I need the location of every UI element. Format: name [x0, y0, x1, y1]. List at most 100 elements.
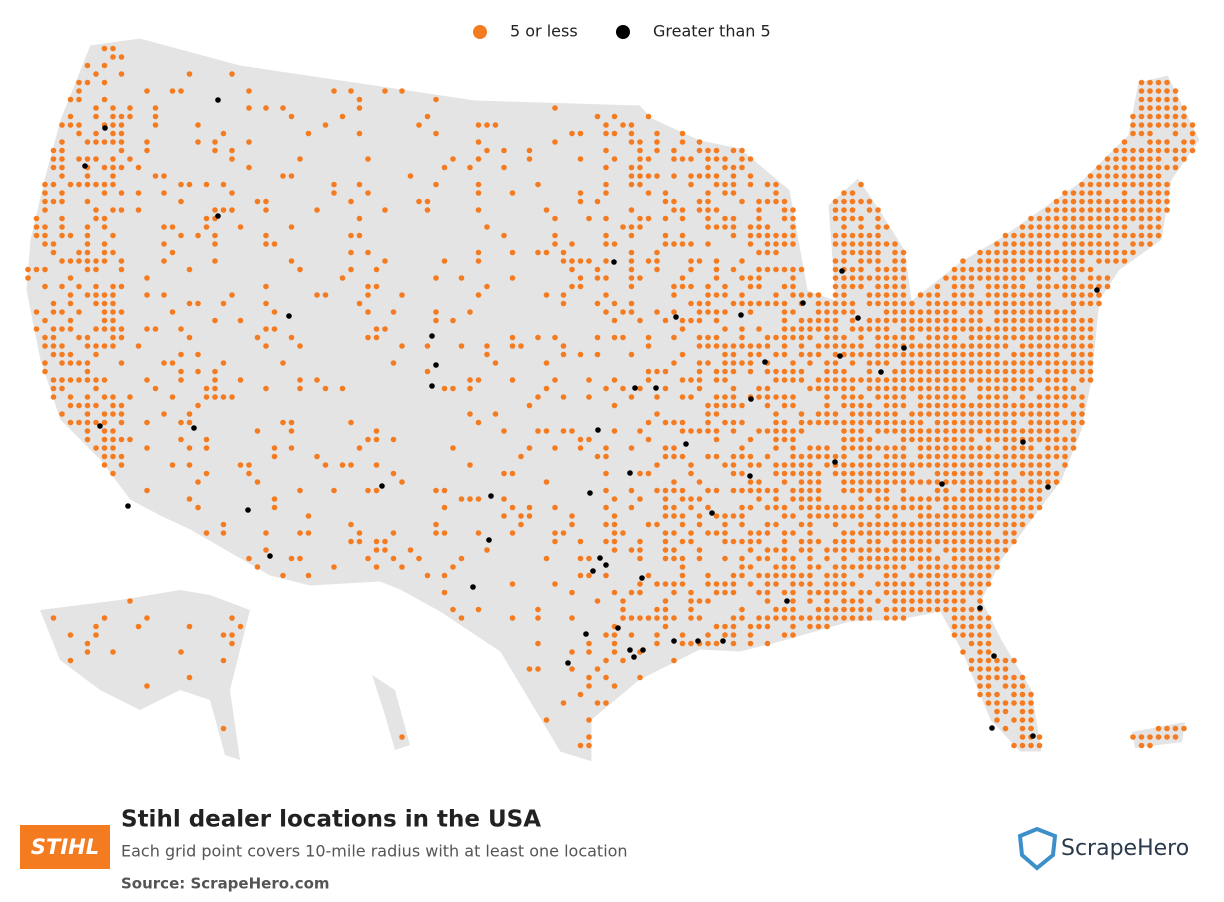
- location-dot: [773, 411, 779, 417]
- location-dot: [773, 266, 779, 273]
- location-dot: [849, 462, 856, 468]
- location-dot: [76, 249, 82, 256]
- location-dot: [832, 292, 839, 298]
- location-dot: [773, 615, 779, 621]
- location-dot: [118, 326, 125, 332]
- location-dot: [399, 734, 405, 740]
- location-dot: [1087, 266, 1094, 273]
- location-dot: [373, 462, 380, 468]
- location-dot: [883, 496, 890, 502]
- location-dot: [858, 555, 864, 562]
- location-dot: [781, 402, 788, 409]
- location-dot: [909, 411, 915, 417]
- location-dot: [662, 445, 669, 451]
- location-dot: [1155, 173, 1162, 179]
- location-dot: [841, 402, 847, 409]
- location-dot: [866, 530, 873, 536]
- location-dot: [348, 249, 354, 256]
- location-dot: [807, 470, 813, 477]
- location-dot: [917, 445, 924, 451]
- location-dot: [1019, 241, 1026, 247]
- location-dot: [42, 343, 48, 349]
- location-dot: [1062, 343, 1068, 349]
- location-dot: [671, 156, 677, 162]
- location-dot: [832, 385, 839, 392]
- location-dot: [951, 598, 958, 604]
- location-dot: [756, 232, 762, 239]
- location-dot: [1062, 317, 1068, 324]
- location-dot: [917, 309, 924, 315]
- location-dot: [603, 504, 609, 511]
- location-dot: [671, 547, 677, 553]
- location-dot: [611, 300, 618, 307]
- location-dot: [994, 343, 1000, 349]
- location-dot: [645, 436, 652, 443]
- location-dot: [951, 360, 958, 366]
- location-dot: [841, 538, 847, 545]
- location-dot: [679, 572, 686, 579]
- location-dot: [866, 207, 873, 213]
- location-dot: [841, 445, 847, 451]
- location-dot: [815, 411, 822, 417]
- location-dot: [849, 249, 856, 256]
- location-dot: [569, 615, 575, 621]
- location-dot: [934, 326, 941, 332]
- location-dot: [1002, 530, 1009, 536]
- location-dot: [866, 198, 873, 205]
- location-dot: [679, 394, 686, 400]
- location-dot: [977, 674, 983, 681]
- location-dot: [994, 241, 1000, 247]
- location-dot: [841, 224, 847, 230]
- location-dot: [773, 496, 779, 502]
- location-dot: [705, 334, 711, 341]
- location-dot: [909, 360, 915, 366]
- location-dot: [1070, 283, 1077, 290]
- location-dot: [696, 496, 703, 502]
- location-dot: [883, 351, 890, 358]
- location-dot: [84, 241, 91, 247]
- location-dot: [824, 343, 830, 349]
- location-dot: [603, 445, 609, 451]
- location-dot: [161, 224, 167, 230]
- location-dot: [977, 521, 983, 528]
- location-dot: [696, 385, 703, 392]
- location-dot-dense: [1020, 439, 1026, 445]
- location-dot: [1028, 317, 1034, 324]
- location-dot: [926, 292, 932, 298]
- location-dot: [849, 283, 856, 290]
- location-dot: [297, 343, 303, 349]
- location-dot: [841, 487, 847, 494]
- location-dot: [985, 666, 992, 672]
- location-dot: [1155, 88, 1162, 94]
- location-dot: [178, 419, 184, 426]
- location-dot: [858, 572, 864, 579]
- location-dot: [110, 122, 116, 128]
- location-dot: [1045, 445, 1051, 451]
- location-dot: [373, 283, 380, 290]
- location-dot: [620, 615, 626, 621]
- location-dot: [33, 224, 40, 230]
- location-dot: [373, 326, 380, 332]
- location-dot: [909, 479, 915, 485]
- location-dot: [747, 232, 754, 239]
- location-dot: [909, 598, 915, 604]
- location-dot: [824, 411, 830, 417]
- location-dot: [288, 113, 295, 120]
- location-dot: [892, 241, 898, 247]
- location-dot: [943, 334, 949, 341]
- location-dot: [1104, 156, 1111, 162]
- location-dot: [696, 258, 703, 264]
- location-dot: [866, 521, 873, 528]
- location-dot: [59, 351, 65, 358]
- location-dot: [943, 598, 949, 604]
- location-dot: [586, 555, 592, 562]
- location-dot: [1087, 198, 1094, 205]
- location-dot: [985, 275, 992, 281]
- location-dot: [815, 589, 822, 596]
- location-dot: [781, 470, 788, 477]
- location-dot: [1019, 351, 1026, 358]
- location-dot: [985, 292, 992, 298]
- location-dot: [1079, 249, 1085, 256]
- location-dot: [934, 538, 941, 545]
- location-dot: [1155, 215, 1162, 222]
